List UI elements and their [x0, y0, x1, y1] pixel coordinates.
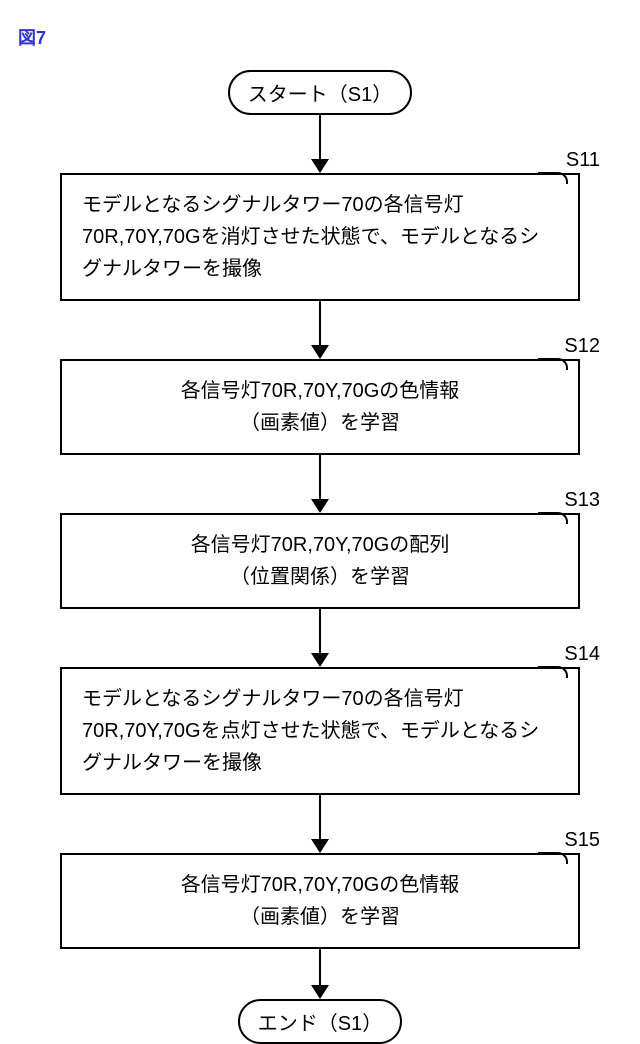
step-id-s14: S14 [564, 643, 600, 666]
step-wrap-s15: S15 各信号灯70R,70Y,70Gの色情報（画素値）を学習 [0, 853, 640, 949]
figure-label: 図7 [18, 24, 46, 50]
step-wrap-s11: S11 モデルとなるシグナルタワー70の各信号灯70R,70Y,70Gを消灯させ… [0, 173, 640, 301]
step-wrap-s13: S13 各信号灯70R,70Y,70Gの配列（位置関係）を学習 [0, 513, 640, 609]
step-id-s11: S11 [566, 149, 600, 172]
arrow [311, 609, 329, 667]
step-box-s12: 各信号灯70R,70Y,70Gの色情報（画素値）を学習 [60, 359, 580, 455]
end-terminal: エンド（S1） [238, 999, 402, 1044]
step-id-s15: S15 [564, 829, 600, 852]
step-id-s12: S12 [564, 335, 600, 358]
step-box-s13: 各信号灯70R,70Y,70Gの配列（位置関係）を学習 [60, 513, 580, 609]
step-id-s13: S13 [564, 489, 600, 512]
arrow [311, 949, 329, 999]
start-terminal: スタート（S1） [228, 70, 412, 115]
arrow [311, 455, 329, 513]
arrow [311, 795, 329, 853]
arrow [311, 115, 329, 173]
arrow [311, 301, 329, 359]
step-wrap-s14: S14 モデルとなるシグナルタワー70の各信号灯70R,70Y,70Gを点灯させ… [0, 667, 640, 795]
flowchart: スタート（S1） S11 モデルとなるシグナルタワー70の各信号灯70R,70Y… [0, 70, 640, 1044]
step-box-s11: モデルとなるシグナルタワー70の各信号灯70R,70Y,70Gを消灯させた状態で… [60, 173, 580, 301]
step-box-s14: モデルとなるシグナルタワー70の各信号灯70R,70Y,70Gを点灯させた状態で… [60, 667, 580, 795]
step-box-s15: 各信号灯70R,70Y,70Gの色情報（画素値）を学習 [60, 853, 580, 949]
step-wrap-s12: S12 各信号灯70R,70Y,70Gの色情報（画素値）を学習 [0, 359, 640, 455]
